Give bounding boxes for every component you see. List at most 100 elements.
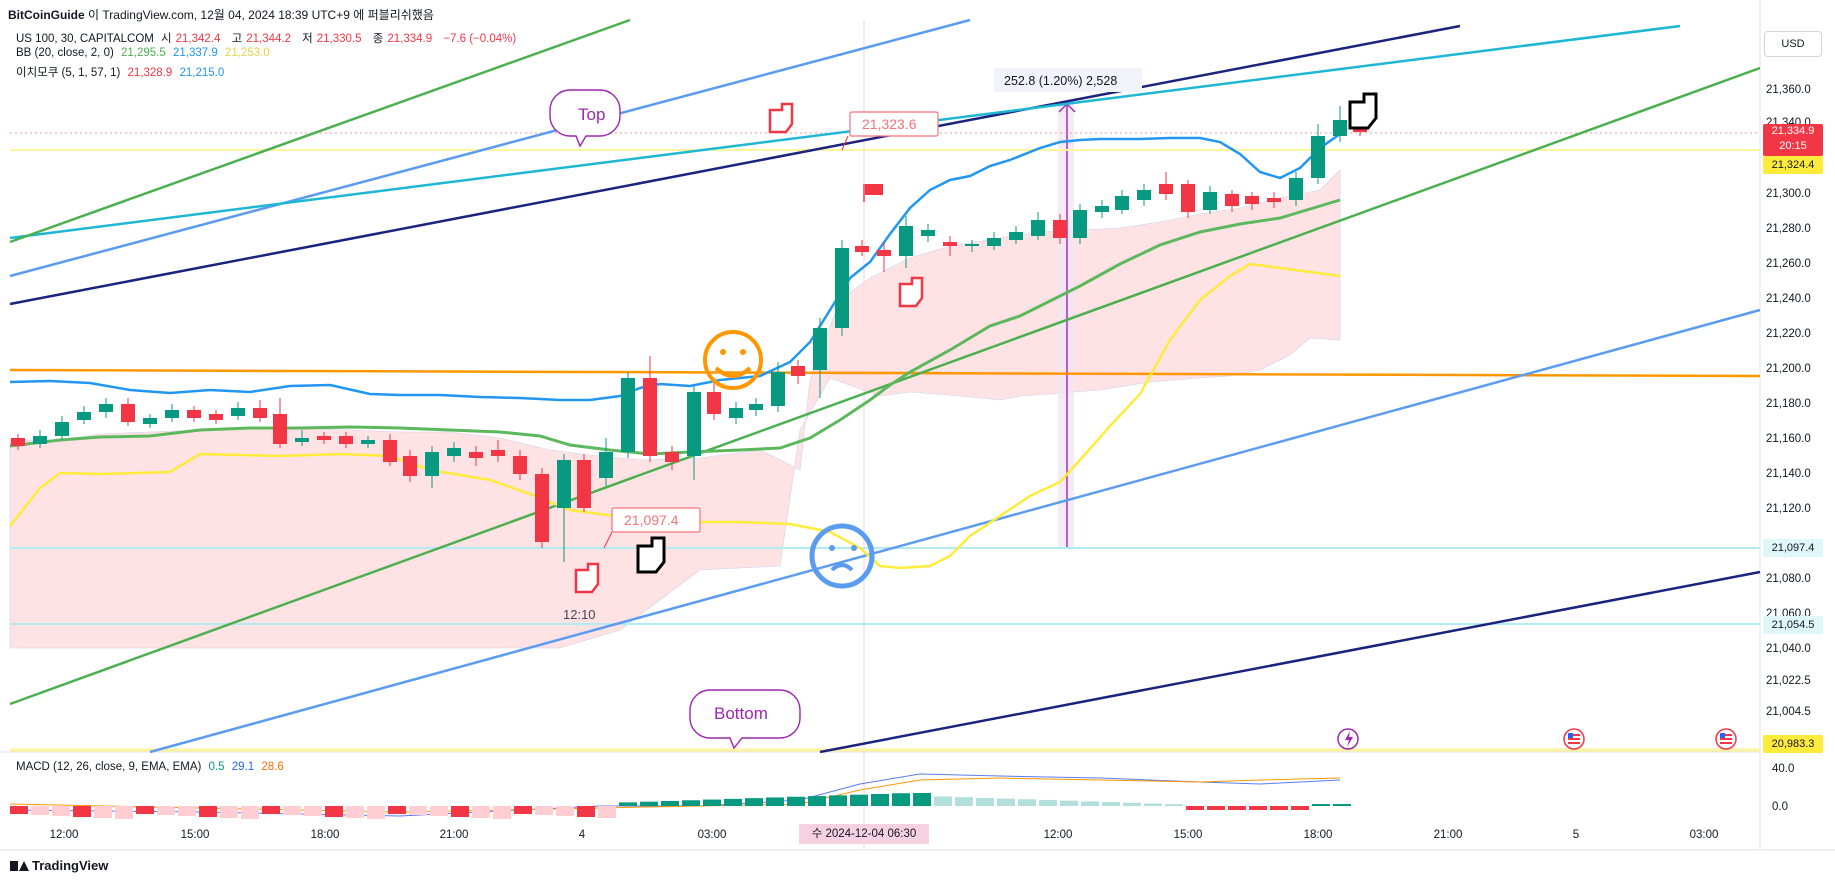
macd-tick-label: 0.0 [1772, 801, 1788, 813]
price-tick-label: 21,120.0 [1766, 503, 1811, 515]
price-tick-label: 21,160.0 [1766, 433, 1811, 445]
mid-level-tag: 21,097.4 [1763, 539, 1823, 557]
candle-body [253, 408, 267, 418]
pointer-hand-icon-5[interactable] [1348, 92, 1378, 130]
macd-hist-bar [535, 806, 553, 815]
measure-label[interactable]: 252.8 (1.20%) 2,528 [994, 68, 1142, 92]
macd-label[interactable]: MACD (12, 26, close, 9, EMA, EMA) [16, 761, 202, 773]
macd-value-macd: 29.1 [231, 761, 255, 773]
time-tick-label: 03:00 [1690, 829, 1719, 841]
time-tick-label: 5 [1573, 829, 1579, 841]
macd-hist-bar [1039, 799, 1057, 806]
ohlc-open: 시 21,342.4 [161, 33, 221, 45]
macd-hist-bar [1291, 806, 1309, 810]
pointer-hand-icon-3[interactable] [574, 562, 600, 594]
candle-body [143, 418, 157, 424]
us-flag-event-icon-2[interactable] [1715, 728, 1737, 750]
macd-hist-bar [52, 806, 70, 816]
symbol-legend[interactable]: US 100, 30, CAPITALCOM 시 21,342.4 고 21,344… [16, 30, 520, 46]
time-tick-label: 03:00 [698, 829, 727, 841]
candle-body [965, 244, 979, 246]
ichimoku-legend[interactable]: 이치모쿠 (5, 1, 57, 1) 21,328.9 21,215.0 [16, 64, 228, 80]
flag-icon[interactable] [863, 184, 883, 202]
candle-body [1311, 136, 1325, 178]
smiley-icon[interactable] [703, 330, 763, 390]
trend-cyan [9, 24, 1681, 240]
time-tick-label: 15:00 [1174, 829, 1203, 841]
ichimoku-label[interactable]: 이치모쿠 (5, 1, 57, 1) [16, 67, 121, 79]
candle-body [403, 456, 417, 476]
candle-body [55, 422, 69, 436]
candle-body [187, 410, 201, 418]
candle-body [469, 452, 483, 458]
bb-legend[interactable]: BB (20, close, 2, 0) 21,295.5 21,337.9 2… [16, 47, 274, 59]
pointer-hand-icon-2[interactable] [898, 276, 924, 308]
pointer-hand-icon-1[interactable] [768, 102, 794, 134]
candle-body [855, 246, 869, 252]
candle-body [987, 238, 1001, 246]
currency-button[interactable]: USD [1764, 31, 1822, 57]
candle-body [425, 452, 439, 476]
candle-body [361, 440, 375, 444]
macd-hist-bar [619, 802, 637, 806]
price-tick-label: 21,080.0 [1766, 573, 1811, 585]
price-low-callout[interactable]: 21,097.4 [603, 507, 701, 549]
macd-hist-bar [892, 793, 910, 806]
candle-body [1053, 220, 1067, 238]
bb-label[interactable]: BB (20, close, 2, 0) [16, 47, 114, 59]
time-tick-label: 4 [579, 829, 586, 841]
macd-hist-bar [325, 806, 343, 817]
price-tick-label: 21,280.0 [1766, 223, 1811, 235]
candle-body [1333, 120, 1347, 136]
macd-hist-bar [73, 806, 91, 817]
macd-hist-bar [997, 798, 1015, 806]
candlestick-series[interactable] [11, 106, 1367, 562]
pointer-hand-icon-4[interactable] [636, 536, 666, 574]
author-name[interactable]: BitCoinGuide [8, 8, 85, 22]
bb-value-lower: 21,253.0 [224, 47, 270, 59]
candle-body [1115, 196, 1129, 210]
macd-hist-bar [1018, 799, 1036, 806]
tradingview-logo[interactable]: TradingView [10, 858, 108, 873]
candle-body [771, 372, 785, 406]
top-callout[interactable]: Top [549, 89, 621, 148]
macd-hist-bar [682, 800, 700, 806]
macd-hist-bar [1249, 806, 1267, 810]
candle-body [813, 328, 827, 370]
macd-hist-bar [829, 795, 847, 806]
macd-axis[interactable]: 40.0 0.0 [1772, 763, 1794, 813]
ohlc-high: 고 21,344.2 [231, 33, 291, 45]
candle-body [877, 250, 891, 256]
macd-hist-bar [31, 806, 49, 815]
price-axis[interactable]: 21,360.021,340.021,300.021,280.021,260.0… [1766, 84, 1811, 718]
macd-hist-bar [1333, 804, 1351, 806]
low-level-tag: 21,054.5 [1763, 616, 1823, 634]
symbol-name[interactable]: US 100, 30, CAPITALCOM [16, 33, 154, 45]
macd-hist-bar [178, 806, 196, 816]
candle-body [921, 230, 935, 236]
candle-body [33, 436, 47, 444]
candle-body [1225, 194, 1239, 206]
bottom-callout[interactable]: Bottom [689, 689, 801, 750]
macd-hist-bar [493, 806, 511, 819]
macd-hist-bar [1144, 803, 1162, 806]
time-axis[interactable]: 12:00 15:00 18:00 21:00 4 03:00 12:00 15:00 18:0… [50, 829, 1719, 841]
macd-hist-bar [1060, 800, 1078, 806]
macd-legend[interactable]: MACD (12, 26, close, 9, EMA, EMA) 0.5 29… [16, 761, 288, 773]
price-high-callout[interactable]: 21,323.6 [841, 111, 939, 151]
sad-face-icon[interactable] [809, 523, 875, 589]
measure-text: 252.8 (1.20%) 2,528 [1004, 74, 1117, 88]
time-tick-label: 21:00 [1434, 829, 1463, 841]
macd-hist-bar [1186, 806, 1204, 810]
macd-hist-bar [367, 806, 385, 819]
price-tick-label: 21,300.0 [1766, 188, 1811, 200]
candle-body [77, 412, 91, 420]
price-tick-label: 21,200.0 [1766, 363, 1811, 375]
candle-body [11, 438, 25, 446]
candle-body [535, 474, 549, 542]
macd-hist-bar [808, 796, 826, 806]
us-flag-event-icon-1[interactable] [1563, 728, 1585, 750]
macd-hist-bar [157, 806, 175, 815]
lightning-event-icon[interactable] [1337, 728, 1359, 750]
